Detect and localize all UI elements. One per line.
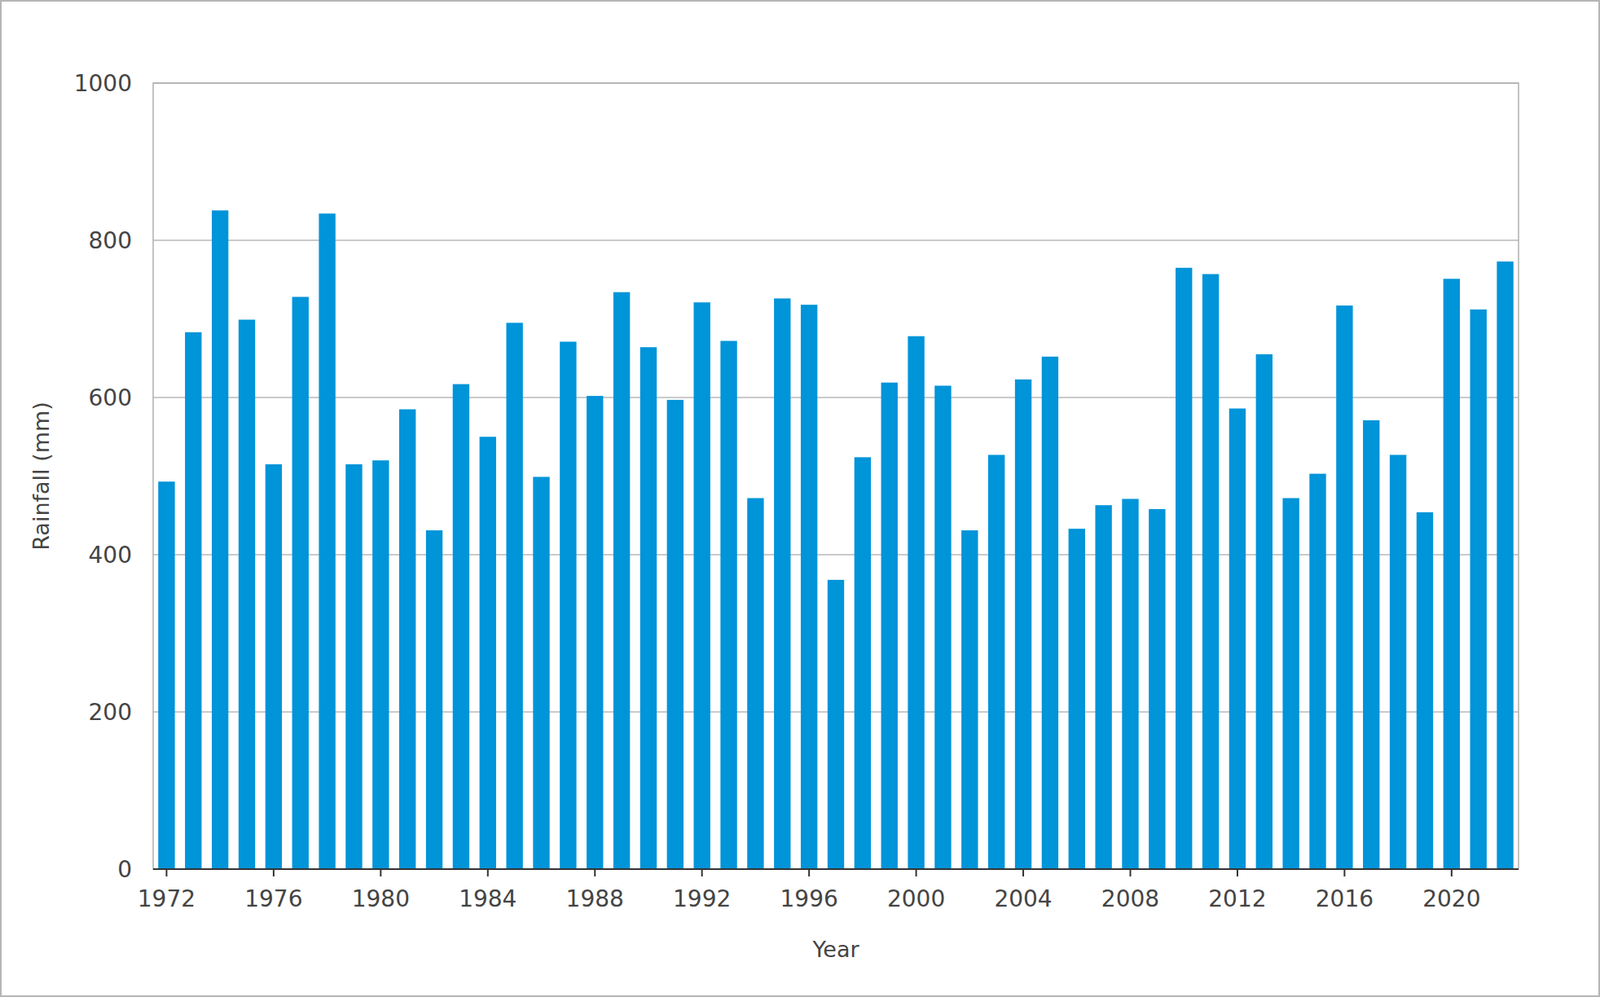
bar [586,395,603,870]
x-tick [487,869,489,877]
x-tick-label: 1980 [351,885,410,913]
x-tick [915,869,918,877]
bar [720,341,737,870]
bar [961,530,978,870]
x-tick [1450,869,1453,877]
y-tick-label: 800 [88,227,132,255]
bar [613,292,630,870]
bar [640,347,657,870]
bar [907,336,924,870]
bar [1068,528,1086,870]
plot-frame [153,83,1519,870]
bar [854,457,871,870]
bar [1015,379,1032,870]
bars [158,210,1514,870]
x-tick-label: 2000 [887,885,946,913]
x-axis-line [153,868,1519,871]
x-tick [593,869,596,877]
x-tick-label: 1996 [780,885,839,913]
bar [532,476,550,870]
bar [452,384,470,870]
x-tick [701,869,704,877]
bar [399,408,416,870]
bar [1148,509,1165,870]
bar [1229,408,1246,870]
bar [1256,354,1273,870]
grid-line [153,239,1519,242]
y-tick-label: 400 [88,541,132,569]
y-axis-label: Rainfall (mm) [28,401,54,551]
bar [1121,498,1139,870]
bar [1202,273,1219,870]
bar [1443,278,1460,870]
y-tick-label: 600 [88,384,132,412]
bar [1309,474,1326,870]
x-tick-label: 1976 [244,885,303,913]
bar [1094,505,1112,870]
bar [1362,420,1380,870]
x-tick-label: 2008 [1101,885,1160,913]
bar [292,296,309,870]
bar [667,400,684,870]
bar [1416,512,1433,870]
y-tick-label: 200 [88,698,132,726]
bar [1470,309,1487,870]
bar [184,332,202,870]
bar [211,210,229,870]
bar [1496,261,1513,870]
bar [800,304,818,870]
bar [1041,356,1059,870]
bar [372,460,389,870]
bar [773,298,791,870]
grid-line [153,396,1519,399]
chart: 0 200 400 600 800 1000 1972 1976 1980 1984 1988 199… [0,0,1600,997]
bar [747,498,764,870]
x-tick [1236,869,1239,877]
bar [318,213,335,870]
x-tick-label: 2020 [1422,885,1481,913]
bar [827,580,844,870]
bar [265,464,282,870]
bar [1336,305,1353,870]
bar [881,382,898,870]
y-tick-label: 1000 [74,70,132,97]
x-tick-label: 2016 [1315,885,1374,913]
x-tick-label: 2004 [993,885,1052,913]
bar [1175,268,1192,870]
bar [1389,454,1407,870]
x-tick-label: 1972 [137,885,196,913]
x-tick-label: 1984 [458,885,517,913]
outer-frame [0,0,1600,997]
y-tick-label: 0 [117,856,132,884]
bar [479,436,497,870]
bar [693,302,710,870]
grid-line [153,868,1519,871]
bar [988,454,1005,870]
x-tick [808,869,810,877]
x-tick [379,869,382,877]
x-tick [165,869,168,877]
x-tick-label: 2012 [1208,885,1266,913]
x-tick-label: 1992 [672,885,731,913]
bar [1282,498,1299,870]
bar [238,319,255,870]
x-tick [1343,869,1346,877]
bar [158,481,175,870]
bar [505,322,523,870]
bar [345,464,362,870]
bar [559,341,576,870]
x-tick [1022,869,1025,877]
bar [934,386,951,870]
bar [426,530,443,870]
x-tick [1129,869,1131,877]
x-axis-label: Year [811,936,860,963]
x-tick [272,869,275,877]
x-tick-label: 1988 [566,885,625,913]
